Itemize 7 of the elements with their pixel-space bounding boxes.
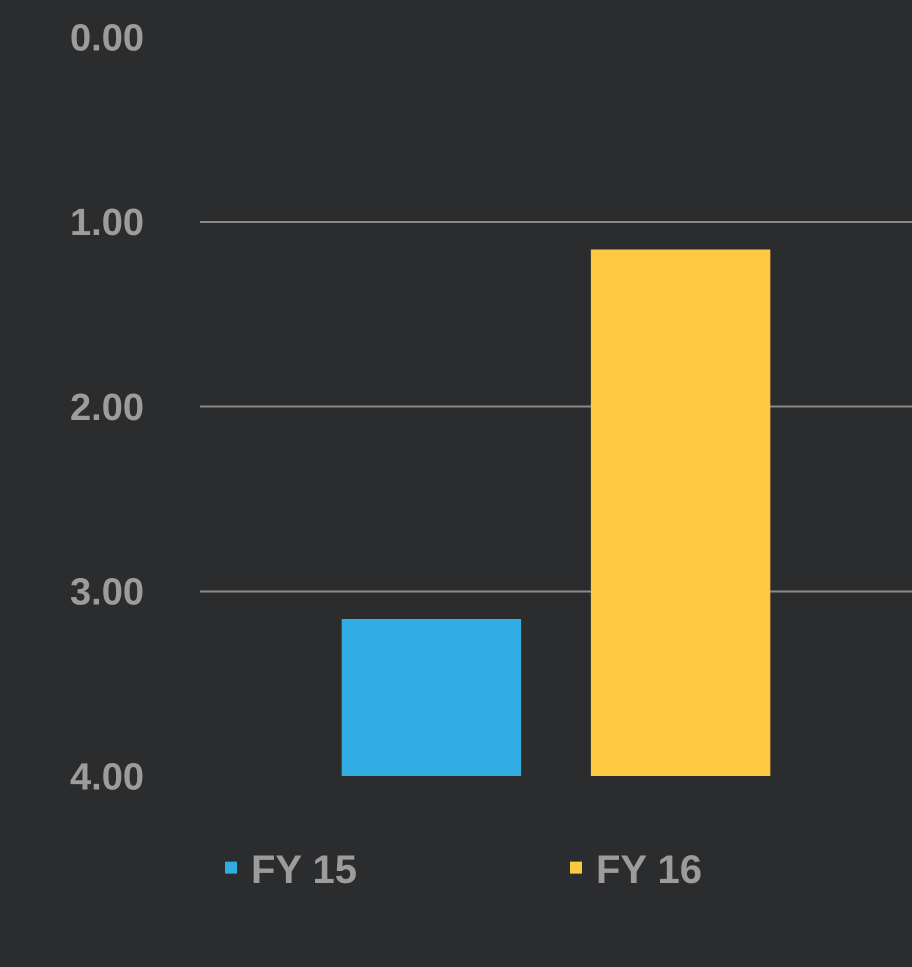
legend-label: FY 15 — [251, 848, 357, 892]
y-tick-label: 3.00 — [70, 572, 144, 614]
y-tick-label: 0.00 — [70, 17, 144, 60]
y-tick-label: 1.00 — [70, 202, 144, 244]
y-tick-label: 4.00 — [70, 756, 144, 798]
legend-label: FY 16 — [596, 848, 702, 892]
y-tick-label: 2.00 — [70, 386, 144, 429]
